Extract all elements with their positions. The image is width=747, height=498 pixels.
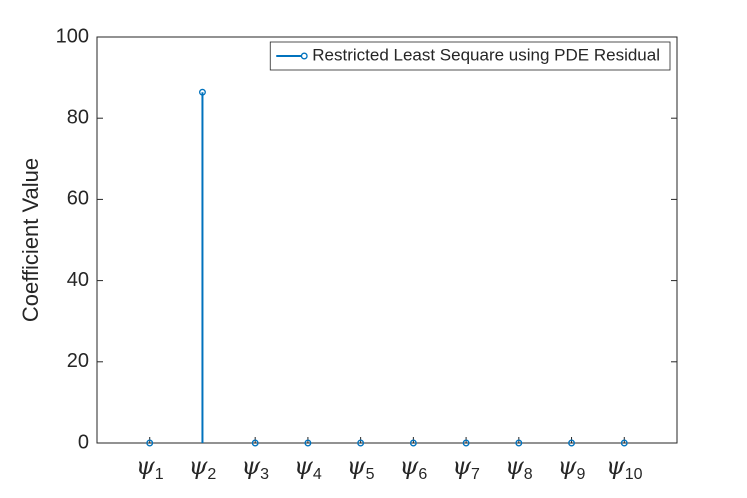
y-tick-label: 0 (78, 431, 89, 453)
axes-box (96, 36, 678, 444)
stem-marker (409, 439, 417, 447)
y-tick-label: 40 (67, 269, 89, 291)
x-tick-label: ψ8 (505, 452, 533, 484)
x-tick-label: ψ1 (136, 452, 164, 484)
legend-marker (300, 52, 308, 60)
y-tick-label: 100 (56, 25, 89, 47)
y-axis-label: Coefficient Value (18, 158, 43, 322)
stem-marker (146, 439, 154, 447)
x-tick-label: ψ3 (241, 452, 269, 484)
legend-box (269, 41, 671, 71)
legend-label: Restricted Least Sequare using PDE Resid… (312, 45, 660, 64)
stem-marker (620, 439, 628, 447)
x-tick-label: ψ2 (189, 452, 217, 484)
stem-marker (462, 439, 470, 447)
y-tick-label: 80 (67, 106, 89, 128)
stem-marker (251, 439, 259, 447)
y-tick-label: 20 (67, 350, 89, 372)
y-tick-label: 60 (67, 188, 89, 210)
legend: Restricted Least Sequare using PDE Resid… (269, 41, 671, 71)
stem-marker (568, 439, 575, 447)
x-tick-label: ψ4 (294, 452, 322, 484)
x-tick-label: ψ6 (399, 452, 427, 484)
stem-marker (515, 439, 523, 447)
x-tick-label: ψ9 (558, 452, 586, 484)
stem-marker (357, 439, 365, 447)
stem-marker (199, 88, 206, 96)
x-tick-label: ψ5 (347, 452, 375, 484)
x-tick-label: ψ7 (452, 452, 480, 484)
x-tick-label: ψ10 (606, 452, 643, 484)
stem-marker (304, 439, 312, 447)
